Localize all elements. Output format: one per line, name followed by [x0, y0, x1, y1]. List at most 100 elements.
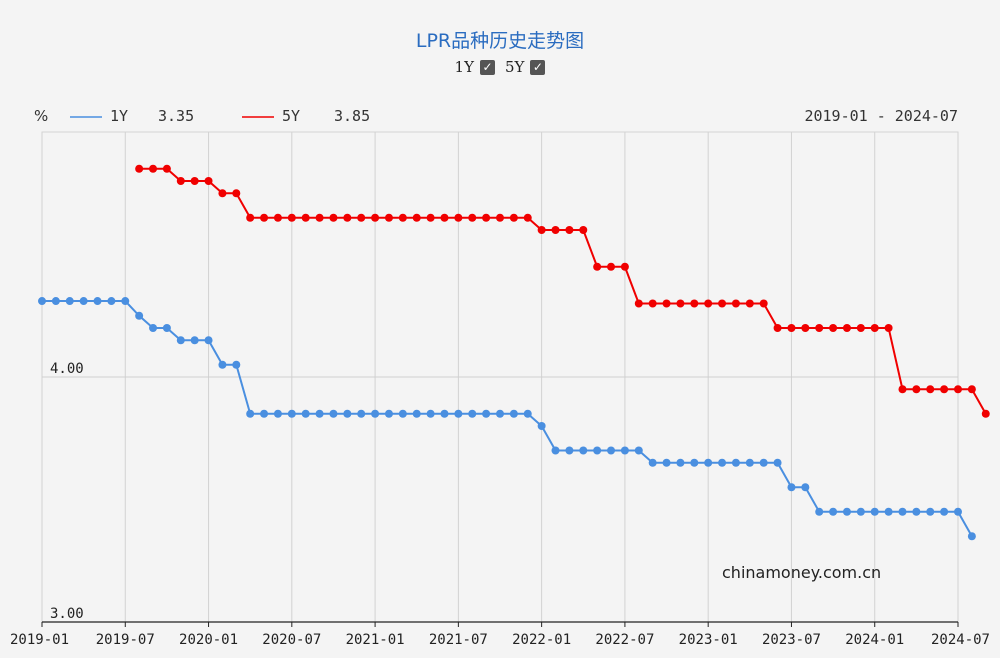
data-point-5y [315, 213, 324, 222]
data-point-5y [967, 385, 976, 394]
x-tick-label: 2024-07 [931, 632, 990, 648]
data-point-5y [731, 299, 740, 308]
data-point-5y [162, 164, 171, 173]
data-point-1y [149, 324, 158, 332]
data-point-5y [343, 213, 352, 222]
data-point-5y [940, 385, 949, 394]
data-point-1y [523, 409, 532, 418]
series-layer [38, 164, 990, 541]
data-point-5y [579, 226, 588, 234]
toggle-5y-label: 5Y [505, 58, 525, 76]
data-point-1y [496, 409, 504, 418]
data-point-1y [426, 409, 435, 418]
data-point-1y [232, 360, 241, 369]
data-point-5y [745, 299, 754, 308]
chart-title: LPR品种历史走势图 [415, 30, 585, 52]
data-point-5y [912, 385, 921, 394]
data-point-5y [815, 324, 824, 332]
date-range: 2019-01 - 2024-07 [804, 107, 958, 125]
data-point-5y [773, 324, 782, 332]
checkbox-checked-icon[interactable]: ✓ [530, 59, 546, 75]
data-point-1y [454, 409, 463, 418]
data-point-5y [190, 177, 199, 185]
data-point-1y [287, 409, 296, 418]
data-point-1y [398, 409, 407, 418]
data-point-1y [662, 458, 671, 467]
data-point-1y [412, 409, 421, 418]
data-point-1y [787, 483, 796, 492]
data-point-5y [204, 177, 213, 185]
data-point-1y [537, 422, 546, 430]
toggle-1y-label: 1Y [454, 58, 474, 76]
data-point-5y [218, 189, 227, 198]
x-tick-label: 2022-07 [595, 632, 654, 648]
y-tick-label: 4.00 [50, 361, 84, 377]
data-point-1y [954, 507, 962, 516]
data-point-5y [426, 213, 435, 222]
data-point-5y [482, 213, 491, 222]
data-point-5y [607, 262, 616, 271]
checkbox-checked-icon[interactable]: ✓ [480, 59, 495, 75]
series-1y [38, 297, 976, 541]
data-point-5y [523, 213, 532, 222]
data-point-5y [468, 213, 477, 222]
unit-label: % [34, 107, 48, 125]
data-point-1y [273, 409, 282, 418]
data-point-1y [801, 483, 810, 492]
data-point-1y [898, 507, 907, 516]
data-point-1y [676, 458, 685, 467]
data-point-5y [676, 299, 685, 308]
data-point-1y [51, 297, 60, 306]
data-point-1y [107, 297, 116, 306]
data-point-5y [926, 385, 935, 394]
data-point-1y [93, 297, 102, 306]
grid-lines [41, 131, 959, 623]
data-point-1y [357, 409, 366, 418]
data-point-1y [634, 446, 643, 455]
data-point-1y [773, 458, 782, 467]
axes [41, 621, 959, 627]
data-point-5y [981, 409, 990, 418]
data-point-5y [593, 262, 602, 271]
data-point-1y [343, 409, 352, 418]
data-point-1y [940, 507, 949, 516]
data-point-1y [482, 409, 491, 418]
data-point-1y [745, 458, 754, 467]
data-point-5y [273, 213, 282, 222]
data-point-1y [690, 458, 699, 467]
data-point-1y [704, 458, 713, 467]
data-point-1y [190, 336, 199, 345]
data-point-5y [176, 177, 185, 185]
data-point-1y [135, 311, 144, 320]
legend-5y-name: 5Y [282, 107, 300, 125]
data-point-5y [870, 324, 879, 332]
data-point-1y [65, 297, 74, 306]
data-point-5y [829, 324, 838, 332]
data-point-5y [856, 324, 865, 332]
x-tick-label: 2024-01 [845, 632, 904, 648]
data-point-1y [870, 507, 879, 516]
data-point-1y [648, 458, 657, 467]
data-point-1y [565, 446, 574, 455]
x-tick-label: 2022-01 [512, 632, 571, 648]
toggle-1y[interactable]: 1Y ✓ [455, 58, 495, 76]
data-point-1y [440, 409, 449, 418]
data-point-5y [398, 213, 407, 222]
data-point-5y [565, 226, 574, 234]
x-tick-label: 2021-01 [346, 632, 405, 648]
series-toggles: 1Y ✓ 5Y ✓ [0, 58, 1000, 76]
toggle-5y[interactable]: 5Y ✓ [505, 58, 546, 76]
data-point-5y [537, 226, 546, 234]
watermark: chinamoney.com.cn [722, 563, 882, 582]
x-tick-label: 2020-01 [179, 632, 238, 648]
data-point-5y [634, 299, 643, 308]
data-point-5y [842, 324, 851, 332]
data-point-5y [412, 213, 421, 222]
data-point-5y [759, 299, 768, 308]
data-point-1y [301, 409, 310, 418]
x-tick-label: 2019-07 [96, 632, 155, 648]
data-point-1y [912, 507, 921, 516]
data-point-1y [856, 507, 865, 516]
data-point-5y [149, 164, 158, 173]
data-point-1y [551, 446, 560, 455]
